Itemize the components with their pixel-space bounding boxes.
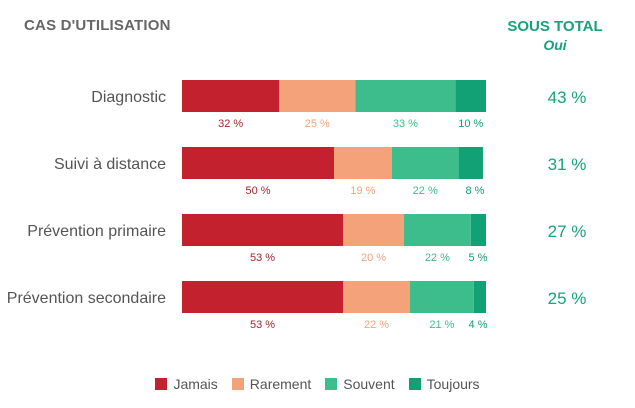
bar-segment-rarement-row-4	[343, 281, 410, 313]
subtotal-value-row-2: 31 %	[548, 155, 587, 174]
category-label-row-4: Prévention secondaire	[7, 290, 166, 307]
data-label-rarement-row-4: 22 %	[364, 319, 389, 331]
data-label-toujours-row-1: 10 %	[458, 118, 483, 130]
subtotal-value-row-1: 43 %	[548, 88, 587, 107]
bar-segment-rarement-row-2	[334, 147, 392, 179]
legend-swatch-jamais	[155, 378, 168, 390]
data-label-rarement-row-3: 20 %	[361, 252, 386, 264]
data-label-jamais-row-1: 32 %	[218, 118, 243, 130]
data-label-souvent-row-3: 22 %	[425, 252, 450, 264]
data-label-toujours-row-4: 4 %	[469, 319, 488, 331]
subtotal-title: SOUS TOTAL	[507, 18, 603, 35]
legend-label-toujours: Toujours	[426, 376, 480, 392]
data-label-souvent-row-4: 21 %	[429, 319, 454, 331]
legend-item-rarement: Rarement	[231, 376, 312, 392]
legend-item-souvent: Souvent	[325, 376, 395, 392]
category-label-row-2: Suivi à distance	[54, 156, 166, 173]
data-label-rarement-row-2: 19 %	[350, 185, 375, 197]
data-label-rarement-row-1: 25 %	[305, 118, 330, 130]
stacked-bar-chart: Diagnostic 32 % 25 % 33 % 10 % 43 % Suivi à di…	[7, 80, 587, 331]
legend-label-jamais: Jamais	[173, 376, 218, 392]
bar-segment-toujours-row-1	[455, 80, 486, 112]
data-label-toujours-row-3: 5 %	[469, 252, 488, 264]
column-title-use-cases: CAS D'UTILISATION	[24, 17, 171, 34]
legend-label-rarement: Rarement	[249, 376, 312, 392]
bar-segment-souvent-row-4	[410, 281, 474, 313]
bar-segment-jamais-row-2	[182, 147, 334, 179]
bar-segment-jamais-row-3	[182, 214, 344, 246]
data-label-jamais-row-4: 53 %	[250, 319, 275, 331]
bar-segment-jamais-row-4	[182, 281, 344, 313]
legend-swatch-souvent	[325, 378, 338, 390]
category-label-row-1: Diagnostic	[91, 89, 166, 106]
chart-legend: Jamais Rarement Souvent Toujours	[0, 376, 635, 392]
legend-item-jamais: Jamais	[155, 376, 218, 392]
bar-segment-toujours-row-3	[470, 214, 486, 246]
data-label-souvent-row-1: 33 %	[393, 118, 418, 130]
category-label-row-3: Prévention primaire	[27, 223, 166, 240]
bar-segment-toujours-row-2	[458, 147, 483, 179]
bar-segment-jamais-row-1	[182, 80, 280, 112]
bar-segment-souvent-row-3	[403, 214, 471, 246]
bar-segment-toujours-row-4	[473, 281, 486, 313]
data-label-jamais-row-2: 50 %	[245, 185, 270, 197]
legend-label-souvent: Souvent	[343, 376, 395, 392]
column-title-subtotal: SOUS TOTAL Oui	[505, 17, 605, 55]
legend-swatch-toujours	[408, 378, 421, 390]
bar-segment-souvent-row-1	[355, 80, 456, 112]
data-label-toujours-row-2: 8 %	[465, 185, 484, 197]
subtotal-subtitle: Oui	[543, 37, 567, 53]
data-label-jamais-row-3: 53 %	[250, 252, 275, 264]
bar-segment-rarement-row-3	[343, 214, 404, 246]
subtotal-value-row-4: 25 %	[548, 289, 587, 308]
bar-segment-souvent-row-2	[391, 147, 459, 179]
legend-item-toujours: Toujours	[408, 376, 480, 392]
legend-swatch-rarement	[231, 378, 244, 390]
data-label-souvent-row-2: 22 %	[413, 185, 438, 197]
subtotal-value-row-3: 27 %	[548, 222, 587, 241]
bar-segment-rarement-row-1	[279, 80, 356, 112]
